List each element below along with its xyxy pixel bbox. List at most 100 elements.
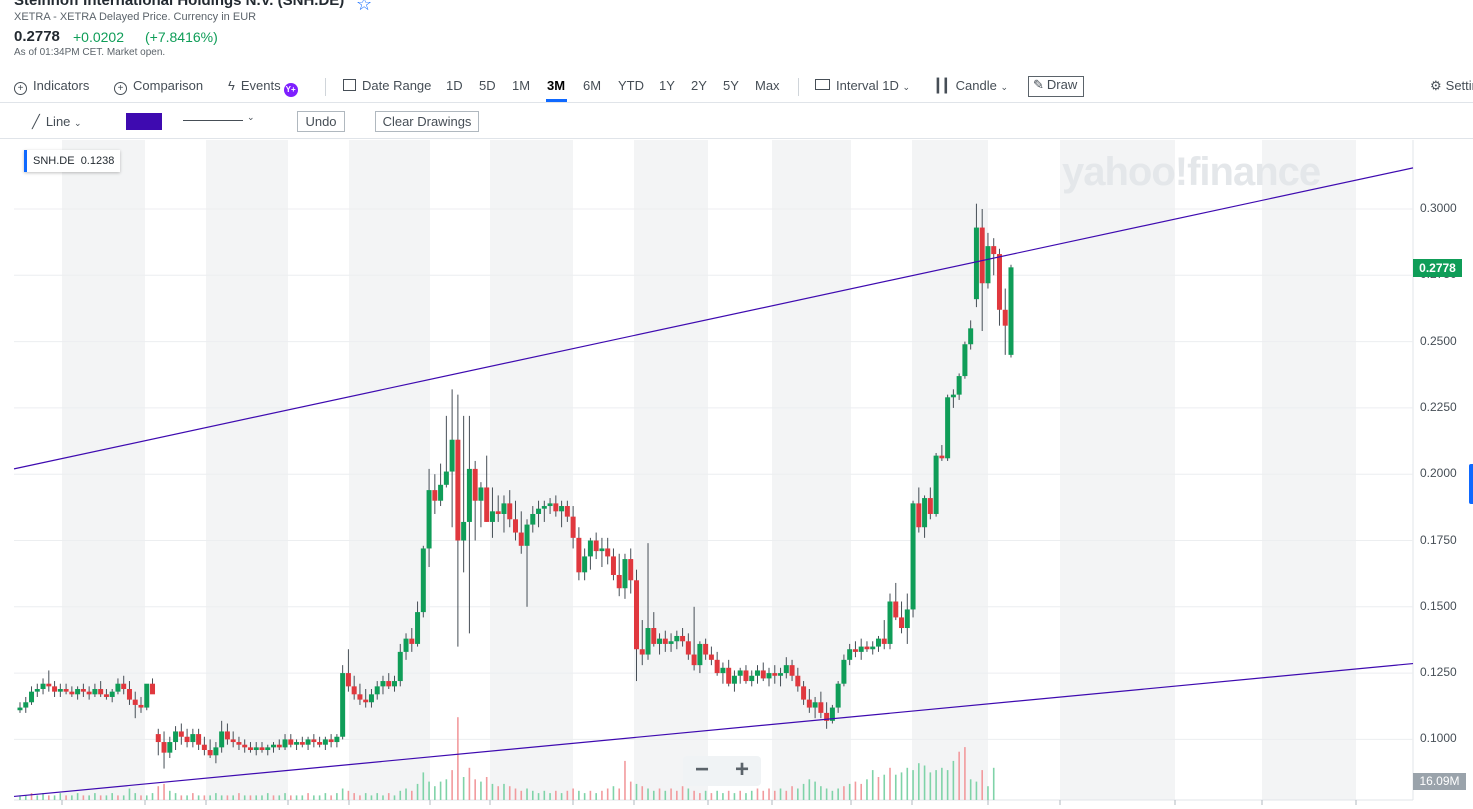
zoom-in-button[interactable]: + — [734, 756, 749, 783]
candle-body — [996, 254, 1002, 310]
volume-bar — [820, 786, 822, 800]
candle-body — [628, 559, 634, 581]
week-band — [62, 140, 145, 800]
settings-button[interactable]: ⚙Settings — [1430, 78, 1473, 94]
line-color-swatch[interactable] — [126, 113, 162, 130]
week-band — [1060, 140, 1175, 800]
volume-bar — [889, 767, 891, 800]
draw-button[interactable]: ✎ Draw — [1028, 76, 1084, 97]
range-6m[interactable]: 6M — [583, 78, 602, 93]
volume-bar — [105, 795, 108, 800]
legend-symbol: SNH.DE — [33, 155, 75, 167]
indicators-button[interactable]: + Indicators — [14, 78, 89, 95]
volume-bar — [313, 795, 315, 800]
volume-bar — [24, 795, 27, 800]
volume-bar — [831, 790, 834, 800]
undo-button[interactable]: Undo — [297, 111, 345, 132]
as-of-timestamp: As of 01:34PM CET. Market open. — [14, 47, 166, 58]
candle-body — [587, 540, 593, 557]
range-5y[interactable]: 5Y — [723, 78, 739, 93]
candle-body — [772, 673, 778, 676]
volume-bar — [670, 788, 672, 800]
candle-body — [443, 471, 449, 485]
settings-label: Settings — [1445, 78, 1473, 93]
chevron-down-icon: ⌄ — [902, 82, 911, 92]
candle-body — [1002, 309, 1008, 326]
range-ytd[interactable]: YTD — [618, 78, 644, 93]
candle-body — [276, 744, 282, 748]
y-tick-label: 0.2250 — [1420, 399, 1457, 414]
pencil-icon: ✎ — [1033, 77, 1044, 92]
chart-type-dropdown[interactable]: ┃┃ Candle ⌄ — [934, 78, 1008, 94]
zoom-control: − + — [683, 756, 761, 786]
events-button[interactable]: ϟ Events Y+ — [228, 78, 298, 97]
volume-bar — [122, 795, 125, 800]
chevron-down-icon[interactable]: ⌄ — [247, 112, 255, 122]
zoom-out-button[interactable]: − — [694, 756, 709, 783]
date-range-button[interactable]: Date Range — [343, 78, 431, 93]
volume-bar — [572, 788, 574, 800]
ruler-icon — [815, 79, 830, 90]
candle-body — [271, 744, 277, 748]
volume-bar — [583, 793, 586, 800]
candle-body — [299, 742, 305, 745]
volume-bar — [30, 793, 33, 800]
range-3m[interactable]: 3M — [547, 78, 566, 93]
candle-body — [23, 702, 29, 708]
candle-body — [305, 739, 311, 745]
candle-body — [806, 699, 812, 708]
volume-bar — [261, 795, 263, 800]
volume-bar — [140, 795, 142, 800]
price-change: +0.0202 — [73, 29, 124, 45]
volume-bar — [145, 795, 148, 800]
candle-body — [80, 689, 86, 692]
active-range-indicator — [546, 99, 567, 102]
candle-body — [242, 744, 248, 748]
volume-bar — [278, 795, 281, 800]
toolbar-divider — [798, 78, 799, 96]
volume-bar — [555, 790, 557, 800]
candle-body — [507, 503, 513, 520]
line-style-preview[interactable] — [183, 120, 243, 121]
line-tool-dropdown[interactable]: ╱ Line ⌄ — [32, 114, 82, 130]
watchlist-star-icon[interactable]: ☆ — [356, 0, 373, 14]
volume-bar — [612, 786, 615, 800]
range-5d[interactable]: 5D — [479, 78, 496, 93]
candle-body — [985, 246, 991, 284]
volume-bar — [866, 779, 868, 800]
candle-body — [230, 739, 236, 743]
candle-body — [789, 665, 795, 676]
volume-bar — [382, 795, 384, 800]
clear-drawings-button[interactable]: Clear Drawings — [375, 111, 479, 132]
candle-body — [432, 490, 438, 501]
range-2y[interactable]: 2Y — [691, 78, 707, 93]
candle-body — [103, 694, 109, 697]
range-1y[interactable]: 1Y — [659, 78, 675, 93]
volume-bar — [491, 783, 494, 800]
volume-bar — [307, 793, 309, 800]
candle-body — [63, 689, 69, 692]
volume-bar — [203, 795, 206, 800]
comparison-button[interactable]: + Comparison — [114, 78, 203, 95]
candle-body — [317, 742, 323, 745]
volume-bar — [595, 793, 597, 800]
candle-body — [265, 747, 271, 751]
volume-bar — [99, 795, 102, 800]
candle-body — [645, 628, 651, 655]
candle-body — [818, 702, 824, 713]
interval-dropdown[interactable]: Interval 1D ⌄ — [815, 78, 910, 93]
range-1d[interactable]: 1D — [446, 78, 463, 93]
volume-bar — [647, 788, 649, 800]
volume-bar — [416, 783, 419, 800]
line-tool-label: Line — [45, 114, 71, 129]
chart-toolbar: + Indicators + Comparison ϟ Events Y+ Date R… — [0, 72, 1473, 103]
range-1m[interactable]: 1M — [512, 78, 531, 93]
y-tick-label: 0.2000 — [1420, 466, 1457, 481]
side-panel-tab[interactable] — [1469, 464, 1473, 504]
candle-body — [392, 681, 398, 687]
candle-body — [374, 686, 380, 695]
volume-bar — [762, 790, 765, 800]
range-max[interactable]: Max — [755, 78, 780, 93]
candle-body — [340, 673, 346, 737]
